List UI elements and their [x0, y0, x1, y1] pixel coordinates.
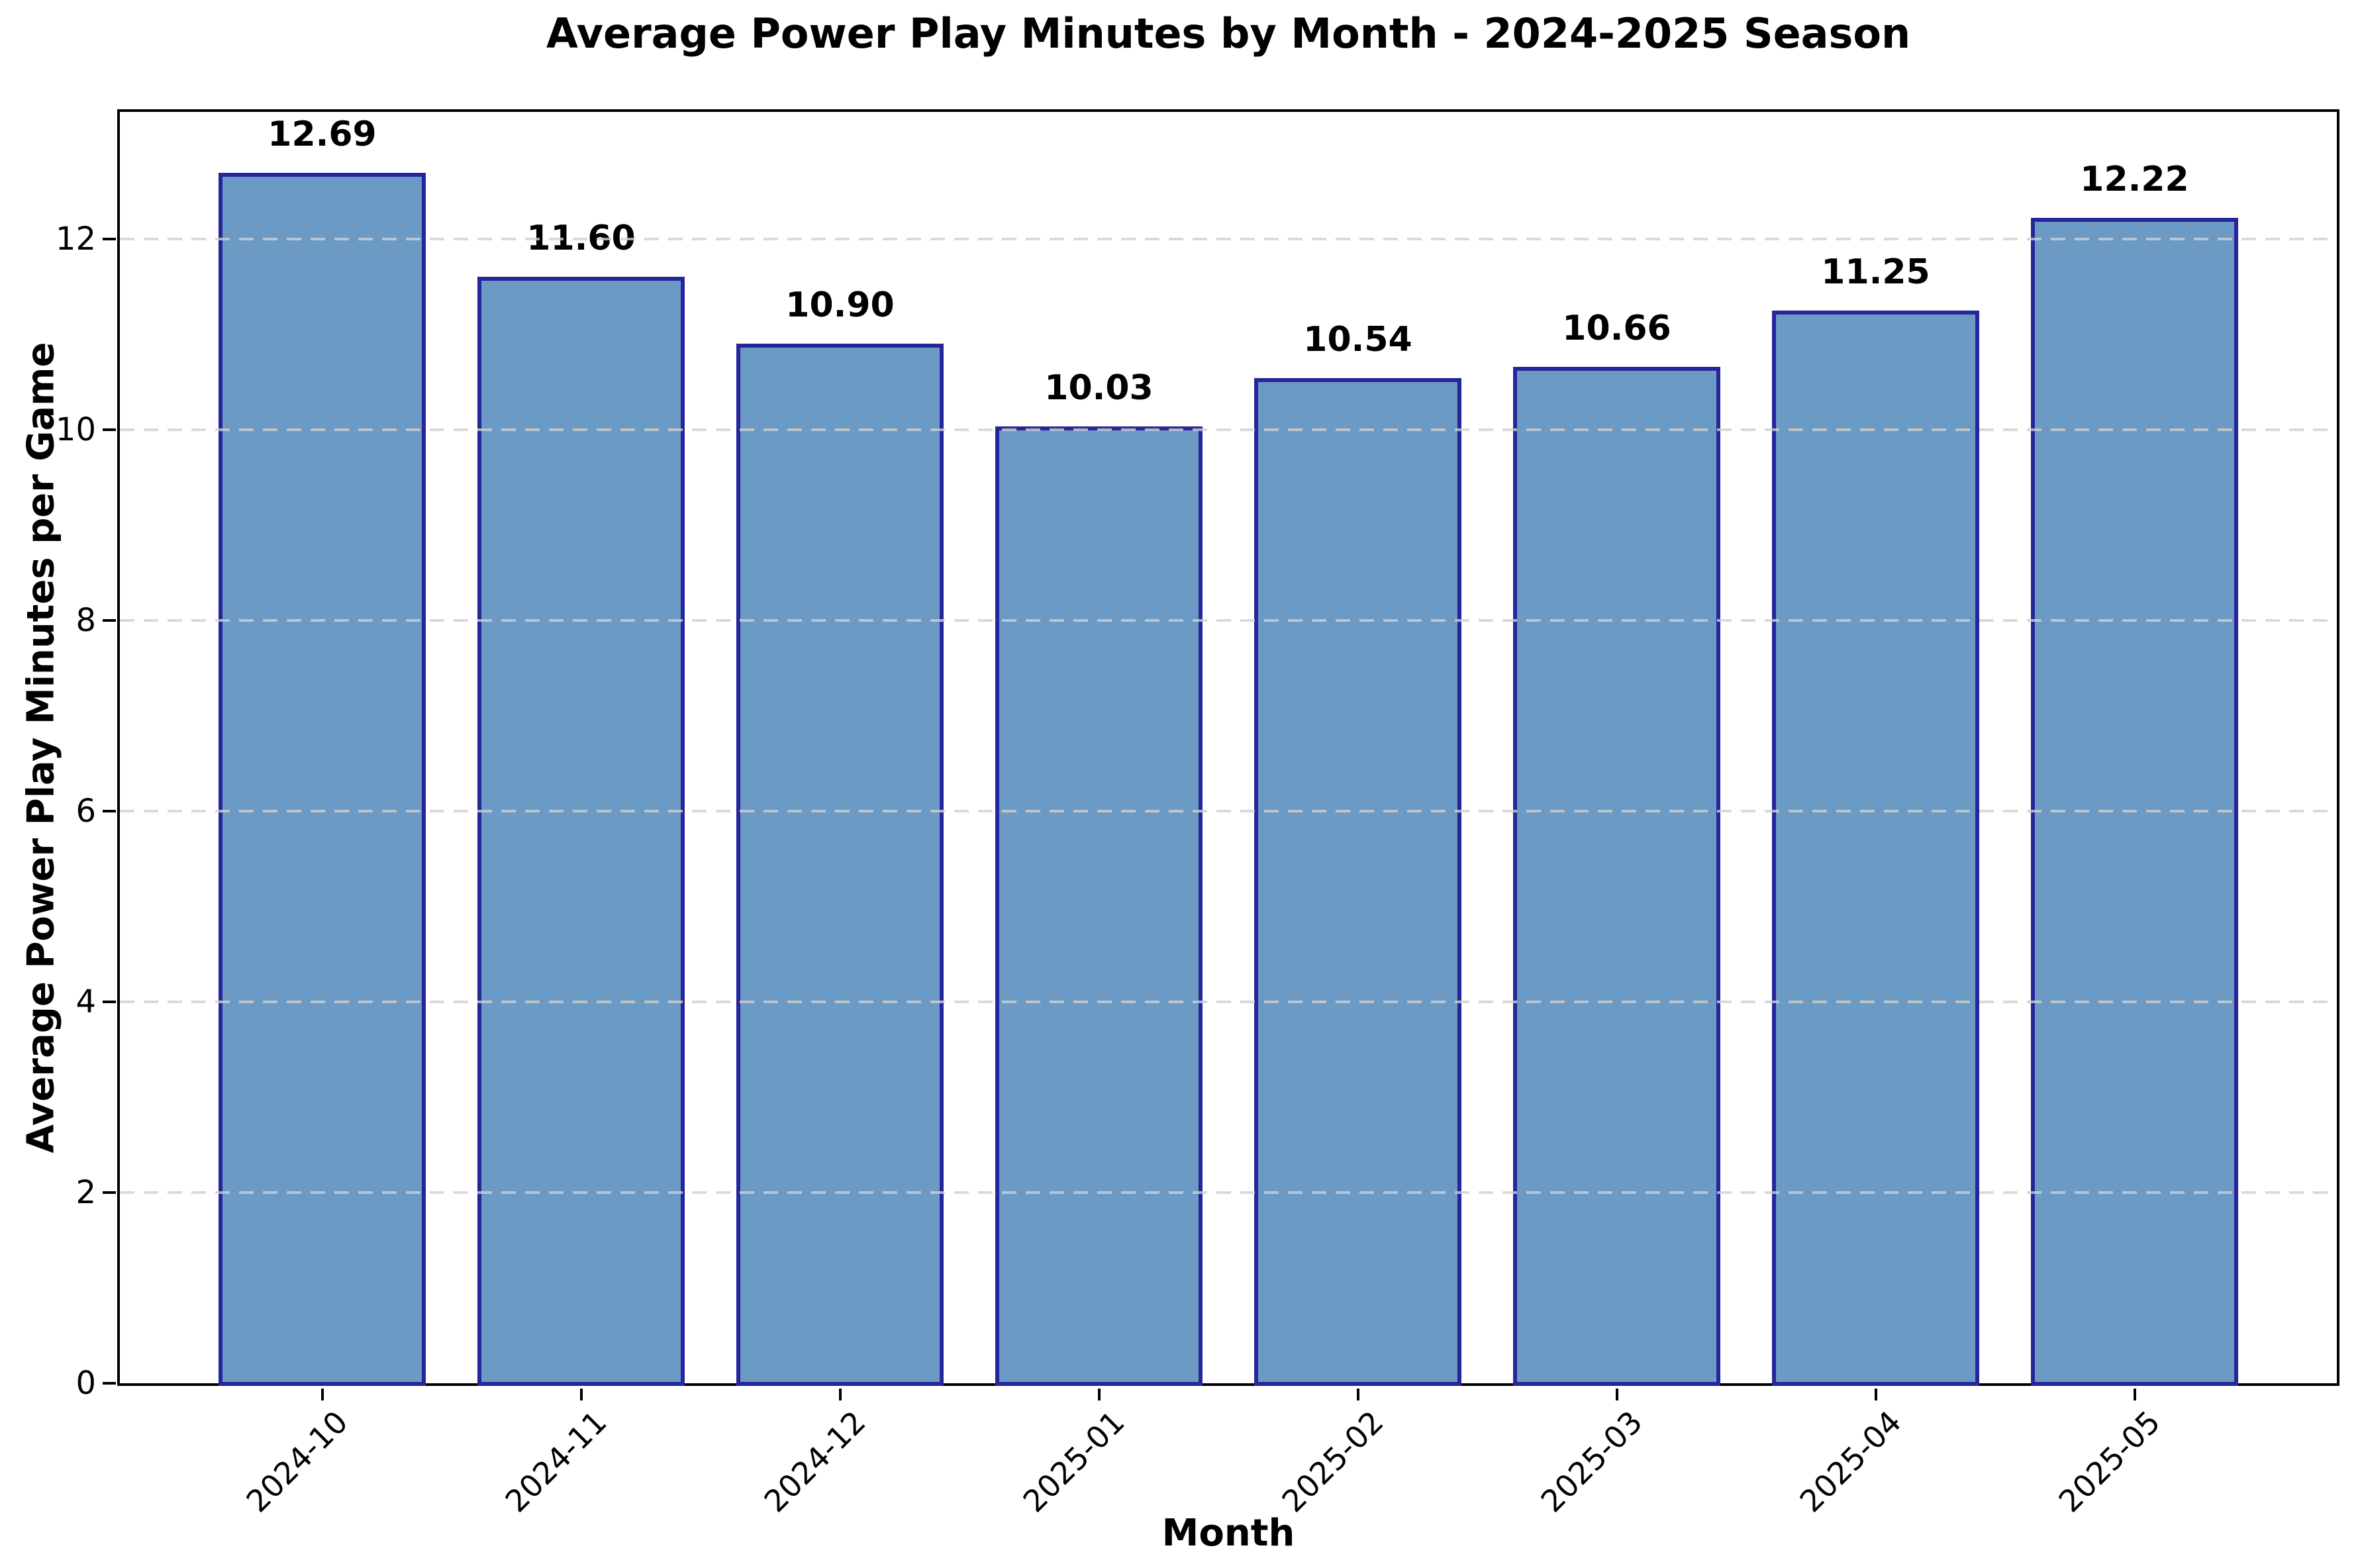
x-axis-label: Month: [1161, 1512, 1295, 1555]
bar-value-label: 10.03: [1044, 368, 1154, 409]
y-tick-mark: [103, 618, 116, 622]
x-tick-label: 2025-04: [1793, 1404, 1908, 1520]
y-tick-mark: [103, 1382, 116, 1385]
bar-value-label: 10.54: [1303, 319, 1412, 360]
x-tick-label: 2025-02: [1275, 1404, 1391, 1520]
bar-slot: 12.69 2024-10: [193, 112, 452, 1519]
bar-2024-11: [477, 277, 685, 1386]
x-tick-label: 2025-05: [2051, 1404, 2167, 1520]
bar-2025-02: [1254, 377, 1461, 1386]
bars-container: 12.69 2024-10 11.60 2024-11 10.90 2024-12 10.0…: [120, 112, 2337, 1519]
y-tick-label: 2: [75, 1173, 96, 1211]
bar-value-label: 10.66: [1562, 308, 1671, 348]
x-tick-label: 2024-11: [498, 1404, 614, 1520]
y-tick-label: 12: [55, 220, 96, 258]
bar-slot: 11.25 2025-04: [1746, 112, 2005, 1519]
bar-2025-04: [1772, 310, 1979, 1386]
y-tick-label: 8: [75, 601, 96, 639]
bar-2025-05: [2031, 217, 2238, 1386]
x-tick-mark: [1874, 1389, 1877, 1400]
y-tick-mark: [103, 237, 116, 240]
y-tick-mark: [103, 428, 116, 431]
x-tick-label: 2025-03: [1534, 1404, 1649, 1520]
bar-value-label: 12.22: [2080, 159, 2189, 199]
bar-slot: 10.03 2025-01: [969, 112, 1228, 1519]
bar-slot: 10.66 2025-03: [1487, 112, 1746, 1519]
bar-slot: 10.54 2025-02: [1228, 112, 1487, 1519]
plot-area: 0 2 4 6 8 10 12 12.69 2024-10 11.60 2024-11 10.90 2…: [56, 109, 2339, 1519]
chart-title: Average Power Play Minutes by Month - 20…: [546, 9, 1911, 58]
y-tick-mark: [103, 809, 116, 812]
x-tick-label: 2025-01: [1016, 1404, 1132, 1520]
bar-value-label: 12.69: [268, 115, 377, 155]
x-tick-mark: [1356, 1389, 1359, 1400]
bar-2025-03: [1513, 366, 1720, 1386]
bar-slot: 12.22 2025-05: [2005, 112, 2264, 1519]
bar-value-label: 11.60: [526, 219, 636, 259]
x-tick-mark: [1097, 1389, 1101, 1400]
y-tick-label: 10: [55, 411, 96, 448]
bar-slot: 10.90 2024-12: [711, 112, 969, 1519]
x-tick-mark: [838, 1389, 842, 1400]
x-tick-mark: [1615, 1389, 1618, 1400]
bar-2025-01: [995, 426, 1203, 1386]
bar-value-label: 10.90: [785, 285, 895, 326]
y-tick-mark: [103, 1191, 116, 1194]
x-tick-label: 2024-10: [239, 1404, 355, 1520]
bar-slot: 11.60 2024-11: [452, 112, 711, 1519]
x-tick-label: 2024-12: [757, 1404, 873, 1520]
y-tick-label: 6: [75, 792, 96, 830]
bar-value-label: 11.25: [1821, 252, 1930, 292]
y-tick-label: 4: [75, 983, 96, 1020]
y-tick-mark: [103, 1000, 116, 1003]
y-axis-label: Average Power Play Minutes per Game: [19, 342, 63, 1153]
x-tick-mark: [320, 1389, 324, 1400]
x-tick-mark: [2133, 1389, 2136, 1400]
bar-2024-10: [219, 173, 426, 1386]
x-tick-mark: [579, 1389, 583, 1400]
bar-2024-12: [736, 344, 944, 1386]
y-tick-label: 0: [75, 1365, 96, 1402]
